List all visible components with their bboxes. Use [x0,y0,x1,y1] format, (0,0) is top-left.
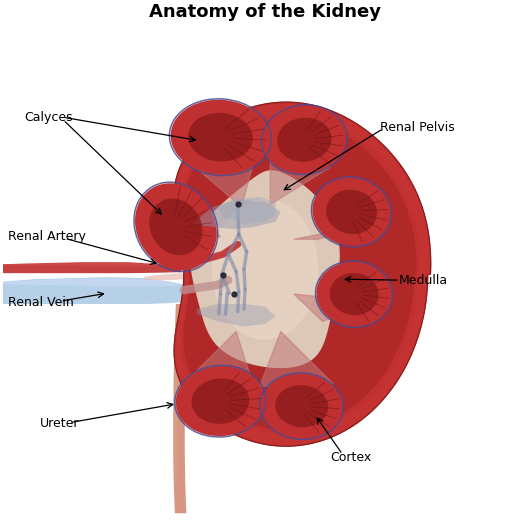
Polygon shape [197,304,276,327]
Polygon shape [3,278,187,286]
Polygon shape [294,225,370,239]
Ellipse shape [330,273,378,315]
Ellipse shape [188,113,253,161]
Title: Anatomy of the Kidney: Anatomy of the Kidney [149,3,381,21]
Ellipse shape [277,118,332,162]
Polygon shape [174,103,430,446]
Polygon shape [294,294,370,321]
Text: Renal Artery: Renal Artery [8,230,86,244]
Text: Calyces: Calyces [24,111,73,124]
Ellipse shape [149,198,202,255]
Polygon shape [213,199,317,339]
Polygon shape [270,162,331,205]
Ellipse shape [326,190,377,234]
Polygon shape [144,273,191,280]
Text: Renal Pelvis: Renal Pelvis [381,121,455,134]
Ellipse shape [191,379,249,424]
Text: Ureter: Ureter [40,417,79,430]
Ellipse shape [171,100,270,175]
Polygon shape [218,197,276,225]
Polygon shape [187,331,252,381]
Polygon shape [191,199,281,229]
Polygon shape [260,331,333,386]
Ellipse shape [135,183,217,270]
Text: Renal Vein: Renal Vein [8,296,74,309]
Ellipse shape [261,374,342,439]
Ellipse shape [313,178,391,246]
Text: Cortex: Cortex [331,451,372,464]
Ellipse shape [262,106,346,174]
Ellipse shape [275,385,328,427]
Polygon shape [3,262,181,273]
Ellipse shape [176,366,265,436]
Polygon shape [3,277,187,304]
Polygon shape [173,304,188,513]
Polygon shape [184,119,416,429]
Polygon shape [146,195,220,250]
Polygon shape [174,103,430,446]
Ellipse shape [316,261,392,327]
Polygon shape [3,262,160,266]
Polygon shape [191,171,339,368]
Polygon shape [184,157,254,207]
Text: Medulla: Medulla [399,274,448,287]
Polygon shape [175,304,178,513]
